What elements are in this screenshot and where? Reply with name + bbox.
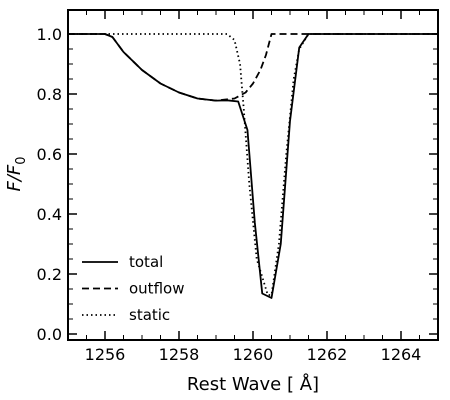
x-tick-label: 1264 bbox=[381, 345, 422, 364]
series-line-outflow bbox=[68, 33, 438, 102]
y-tick-label: 0.6 bbox=[37, 145, 62, 164]
x-axis-label: Rest Wave [ Å] bbox=[187, 373, 319, 395]
x-tick-label: 1262 bbox=[307, 345, 348, 364]
x-tick-label: 1258 bbox=[159, 345, 200, 364]
legend-label-outflow: outflow bbox=[129, 280, 184, 298]
series-line-static bbox=[68, 33, 438, 296]
tick-labels: 1256 1258 1260 1262 1264 0.0 0.2 0.4 0.6 0.8 1.0 bbox=[37, 25, 422, 364]
axis-ticks bbox=[67, 10, 439, 340]
y-tick-label: 0.4 bbox=[37, 205, 62, 224]
legend-label-static: static bbox=[129, 306, 170, 324]
y-tick-label: 0.8 bbox=[37, 85, 62, 104]
plot-frame bbox=[67, 9, 439, 341]
y-axis-label-sub: 0 bbox=[14, 156, 29, 164]
series-line-total bbox=[68, 33, 438, 299]
y-tick-label: 1.0 bbox=[37, 25, 62, 44]
y-axis-label-main: F/F bbox=[4, 164, 25, 191]
y-tick-label: 0.2 bbox=[37, 265, 62, 284]
x-tick-label: 1260 bbox=[233, 345, 274, 364]
legend-label-total: total bbox=[129, 253, 163, 271]
legend: total outflow static bbox=[82, 253, 184, 324]
plot-lines bbox=[68, 33, 438, 299]
x-tick-label: 1256 bbox=[85, 345, 126, 364]
y-axis-label: F/F0 bbox=[4, 156, 29, 191]
y-tick-label: 0.0 bbox=[37, 325, 62, 344]
